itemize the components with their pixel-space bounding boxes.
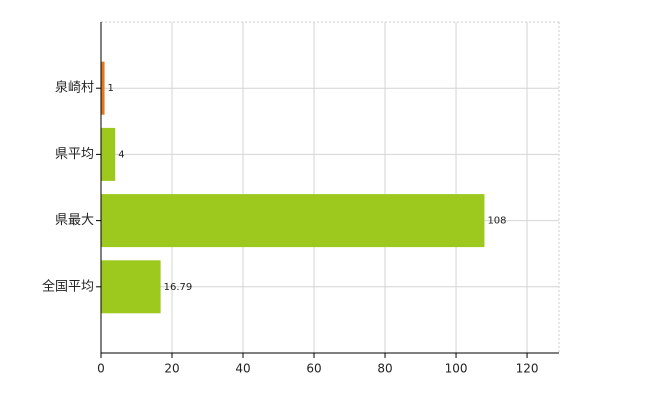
bar bbox=[101, 260, 161, 314]
x-tick-label: 80 bbox=[377, 362, 392, 376]
x-tick-label: 20 bbox=[164, 362, 179, 376]
value-label: 108 bbox=[487, 216, 506, 227]
bar bbox=[101, 127, 116, 181]
x-tick-label: 60 bbox=[306, 362, 321, 376]
value-label: 16.79 bbox=[164, 282, 193, 293]
x-tick-label: 0 bbox=[97, 362, 105, 376]
y-tick-label: 県最大 bbox=[55, 213, 94, 228]
y-tick-label: 泉崎村 bbox=[55, 80, 94, 96]
y-tick-label: 県平均 bbox=[55, 147, 94, 162]
y-tick-label: 全国平均 bbox=[42, 278, 94, 294]
x-tick-label: 100 bbox=[445, 362, 468, 376]
value-label: 4 bbox=[118, 149, 124, 160]
x-tick-label: 40 bbox=[235, 362, 250, 376]
bar bbox=[101, 61, 105, 115]
bar bbox=[101, 194, 485, 248]
x-tick-label: 120 bbox=[516, 362, 539, 376]
value-label: 1 bbox=[108, 83, 114, 94]
